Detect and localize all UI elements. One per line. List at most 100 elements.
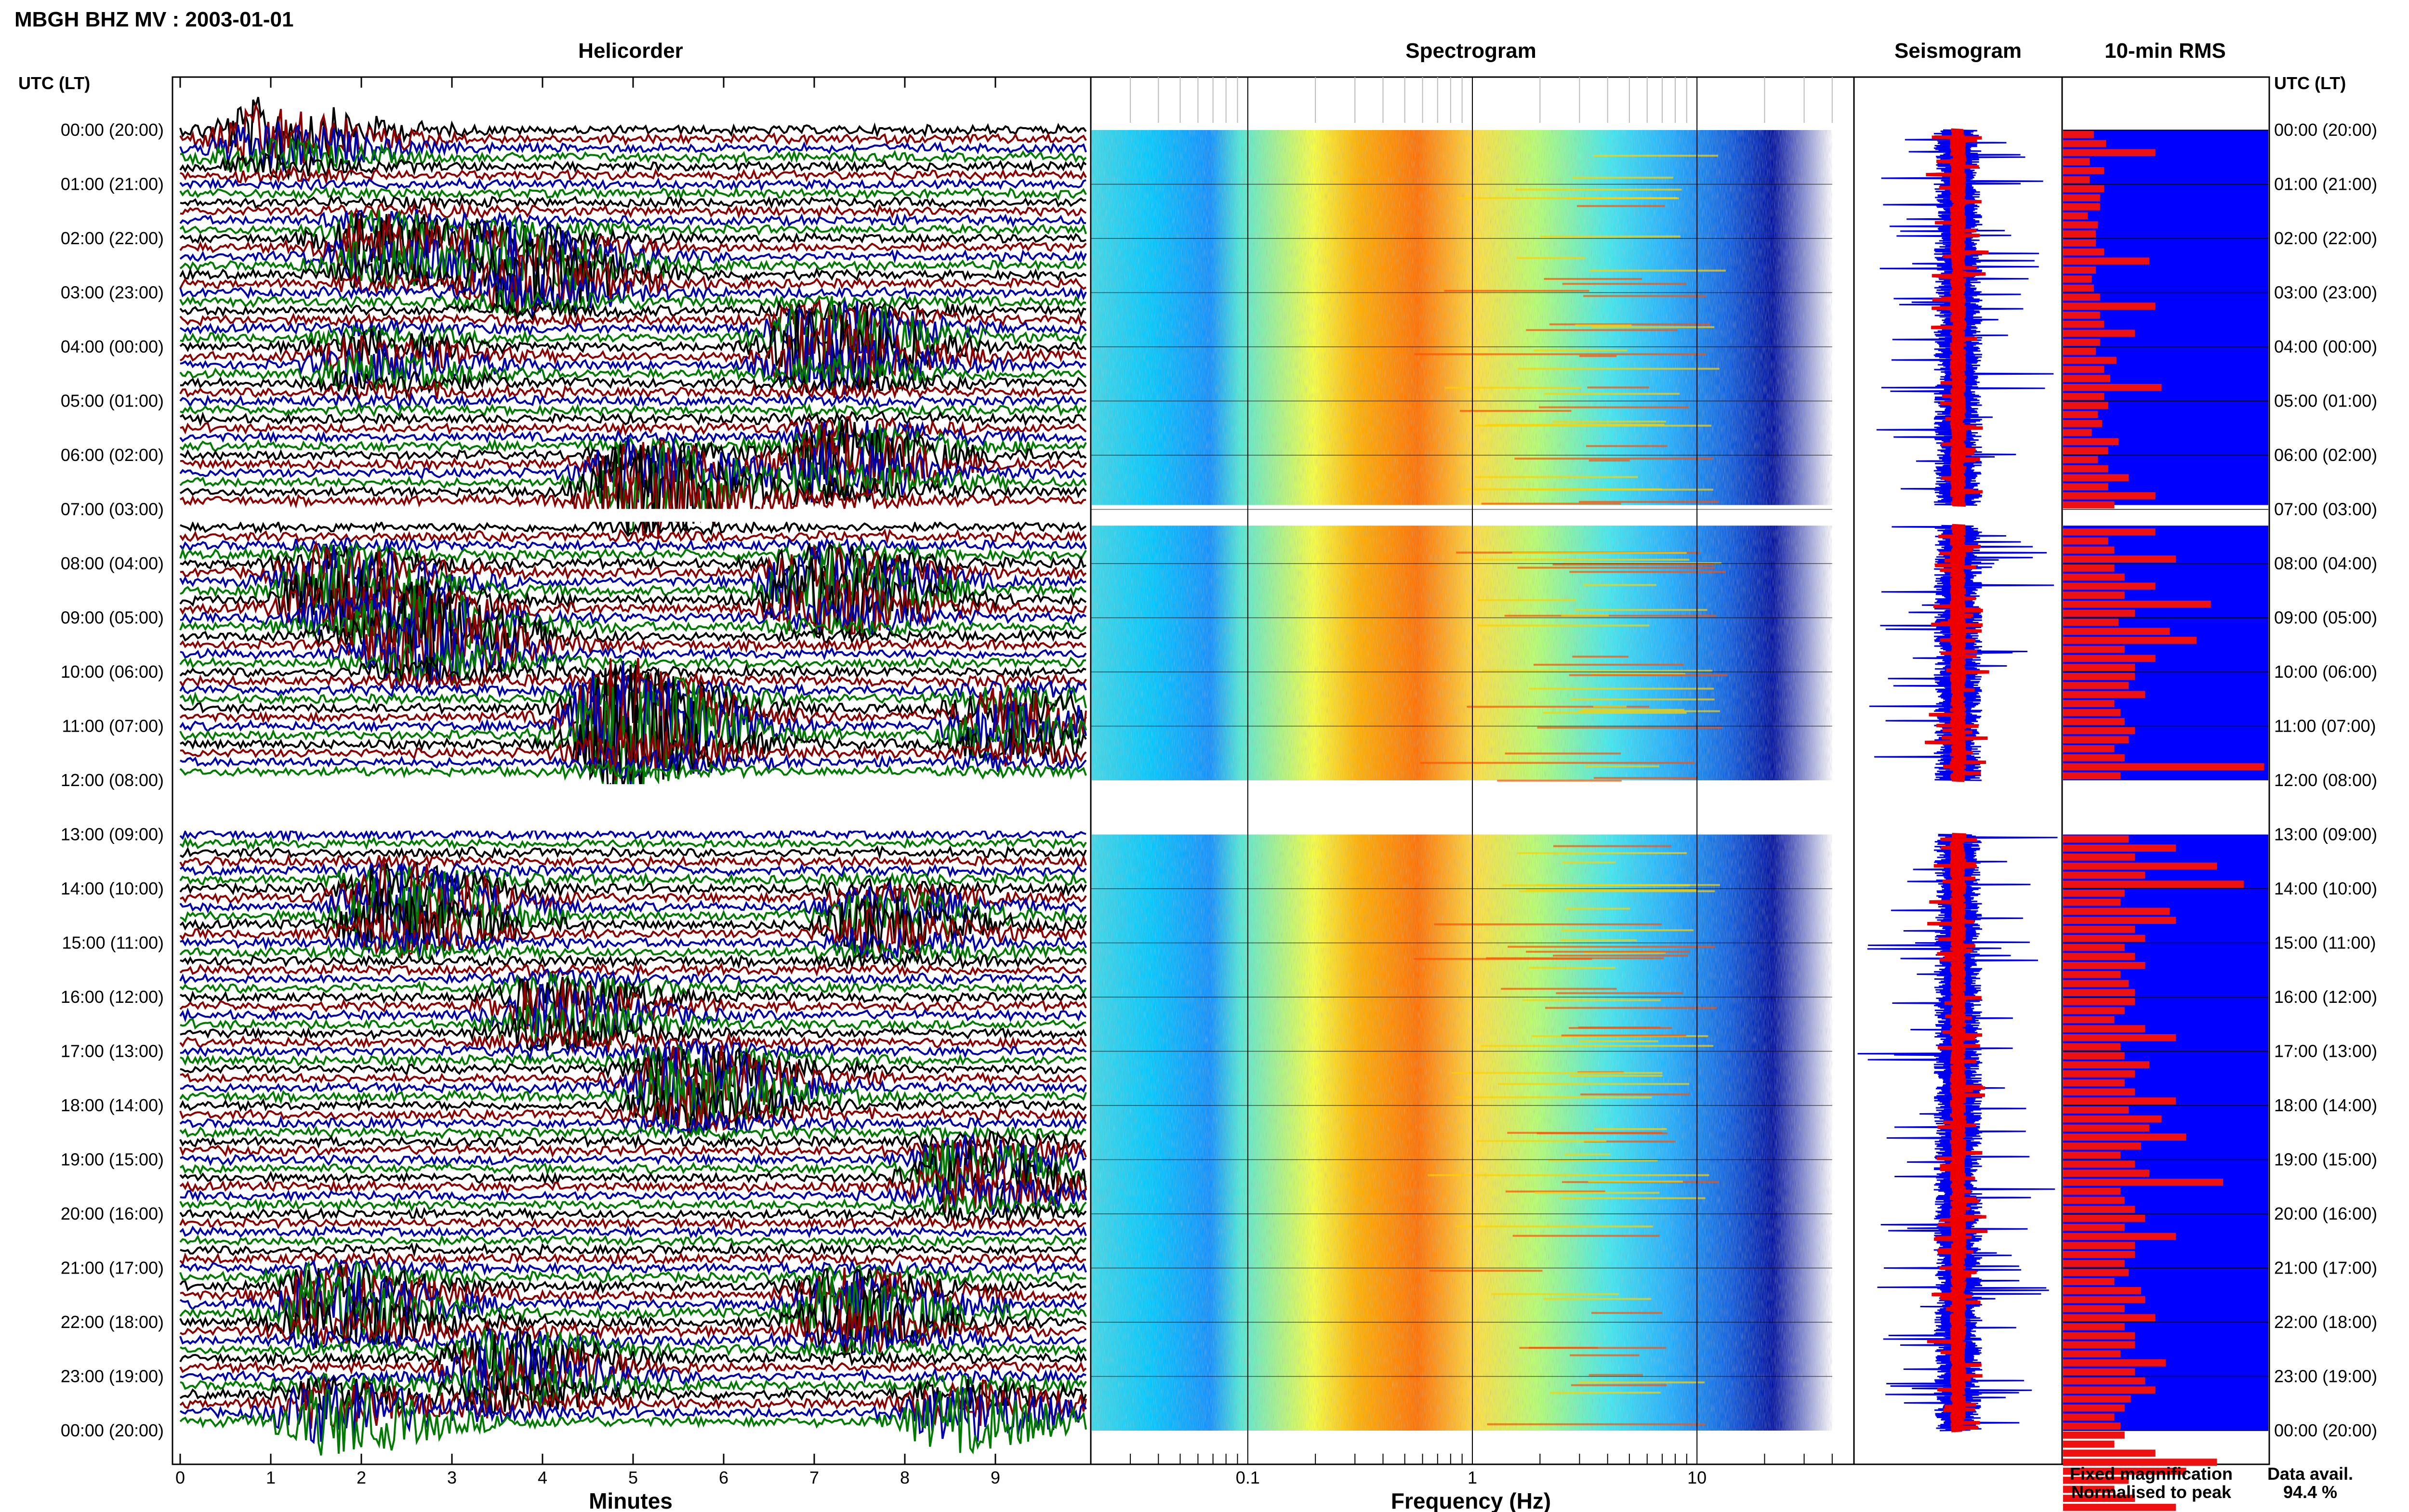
hour-label-right: 22:00 (18:00) — [2274, 1312, 2377, 1332]
spectrogram-streak — [1475, 424, 1712, 427]
helicorder-trace — [179, 906, 1087, 962]
hour-label-left: 12:00 (08:00) — [61, 770, 164, 790]
helicorder-trace — [179, 297, 1087, 338]
rms-bar — [2063, 537, 2108, 545]
spectrogram-streak — [1526, 329, 1678, 331]
spectrogram-streak — [1593, 155, 1719, 157]
helicorder-x-ticks: 0 1 2 3 4 5 6 7 8 9 — [175, 77, 1000, 1487]
helicorder-trace — [179, 541, 1086, 622]
rms-bar — [2063, 1486, 2115, 1493]
spectrogram-streak — [1560, 939, 1637, 942]
helicorder-trace — [179, 575, 1087, 637]
helicorder-trace — [180, 877, 1087, 956]
hour-label-left: 19:00 (15:00) — [61, 1150, 164, 1170]
spectrogram-streak — [1455, 1225, 1653, 1228]
rms-bar — [2063, 1206, 2135, 1213]
rms-bar — [2063, 302, 2156, 310]
hour-label-left: 18:00 (14:00) — [61, 1095, 164, 1115]
helicorder-trace — [180, 1046, 1086, 1096]
rms-bar — [2063, 1296, 2145, 1303]
hour-label-right: 14:00 (10:00) — [2274, 879, 2377, 898]
spectrogram-streak — [1516, 257, 1585, 259]
helicorder-trace — [179, 1271, 1087, 1338]
legend-fixed-magnification: Fixed magnification — [2070, 1464, 2233, 1484]
rms-bar — [2063, 962, 2145, 969]
rms-bar — [2063, 1233, 2176, 1240]
rms-bar — [2063, 934, 2145, 942]
spectrogram-streak — [1504, 615, 1717, 617]
spectrogram-streak — [1434, 923, 1662, 925]
rms-bar — [2063, 1476, 2129, 1484]
helicorder-trace — [179, 152, 1087, 181]
spectrogram-streak — [1505, 752, 1621, 755]
helicorder-trace — [179, 441, 1087, 533]
helicorder-trace — [179, 1093, 1087, 1138]
hour-label-left: 14:00 (10:00) — [61, 879, 164, 898]
hour-label-left: 00:00 (20:00) — [61, 120, 164, 140]
spectrogram-streak — [1512, 1235, 1660, 1237]
rms-bar — [2063, 980, 2129, 987]
spectrogram-streak — [1569, 571, 1726, 573]
rms-bar — [2063, 1278, 2115, 1285]
rms-bar — [2063, 276, 2092, 283]
helicorder-x-tick-label: 0 — [175, 1468, 185, 1487]
spectrogram-streak — [1576, 205, 1665, 207]
rms-bar — [2063, 1133, 2186, 1141]
spectrogram-streak — [1459, 410, 1572, 412]
spectrogram-title: Spectrogram — [1405, 39, 1536, 63]
helicorder-trace — [179, 252, 1086, 318]
spectrogram-streak — [1593, 1128, 1667, 1130]
rms-bar — [2063, 763, 2264, 771]
hour-label-left: 05:00 (01:00) — [61, 391, 164, 411]
spectrogram-streak — [1533, 664, 1684, 666]
spectrogram-streak — [1467, 706, 1650, 708]
rms-bar — [2063, 1413, 2115, 1421]
rms-bar — [2063, 917, 2176, 924]
rms-bar — [2063, 194, 2100, 201]
helicorder-trace — [180, 1340, 1086, 1416]
spectrogram-streak — [1553, 954, 1688, 957]
spectrogram-streak — [1539, 406, 1689, 408]
spectrogram-streak — [1584, 951, 1666, 954]
spectrogram-x-tick-label: 10 — [1687, 1468, 1707, 1487]
hour-labels-right: 00:00 (20:00) 01:00 (21:00) 02:00 (22:00) 0… — [2274, 120, 2377, 1440]
rms-bar — [2063, 1323, 2125, 1330]
rms-bar — [2063, 1052, 2125, 1060]
helicorder-trace — [179, 177, 1086, 192]
spectrogram-streak — [1574, 609, 1707, 611]
rms-bar — [2063, 420, 2102, 427]
rms-bar — [2063, 645, 2125, 653]
spectrogram-streak — [1579, 500, 1719, 503]
rms-bar — [2063, 907, 2170, 915]
hour-label-left: 02:00 (22:00) — [61, 228, 164, 248]
spectrogram-streak — [1580, 1093, 1691, 1096]
helicorder-trace — [179, 300, 1087, 356]
helicorder-trace — [179, 353, 1086, 392]
helicorder-trace — [179, 976, 1087, 1017]
rms-bar — [2063, 1160, 2135, 1168]
spectrogram-streak — [1539, 235, 1681, 237]
spectrogram-streak — [1553, 845, 1672, 847]
spectrogram-streak — [1564, 1153, 1611, 1156]
rms-bar — [2063, 339, 2100, 346]
helicorder-trace — [179, 1260, 1086, 1291]
hour-label-right: 16:00 (12:00) — [2274, 987, 2377, 1007]
spectrogram-streak — [1481, 502, 1621, 505]
helicorder-trace — [179, 1388, 1087, 1456]
spectrogram-texture — [1092, 834, 1832, 1431]
helicorder-x-tick-label: 1 — [266, 1468, 276, 1487]
helicorder-trace — [179, 1130, 1086, 1152]
helicorder-trace — [179, 1203, 1087, 1225]
helicorder-trace — [179, 1215, 1086, 1232]
rms-bar — [2063, 465, 2108, 473]
rms-bar — [2063, 1440, 2115, 1448]
hour-label-left: 04:00 (00:00) — [61, 337, 164, 356]
spectrogram-streak — [1537, 726, 1722, 729]
rms-bar — [2063, 248, 2105, 256]
rms-bar — [2063, 483, 2108, 490]
spectrogram-streak — [1414, 958, 1592, 960]
rms-bar — [2063, 682, 2129, 689]
helicorder-trace — [179, 1327, 1087, 1390]
helicorder-x-tick-label: 5 — [628, 1468, 638, 1487]
